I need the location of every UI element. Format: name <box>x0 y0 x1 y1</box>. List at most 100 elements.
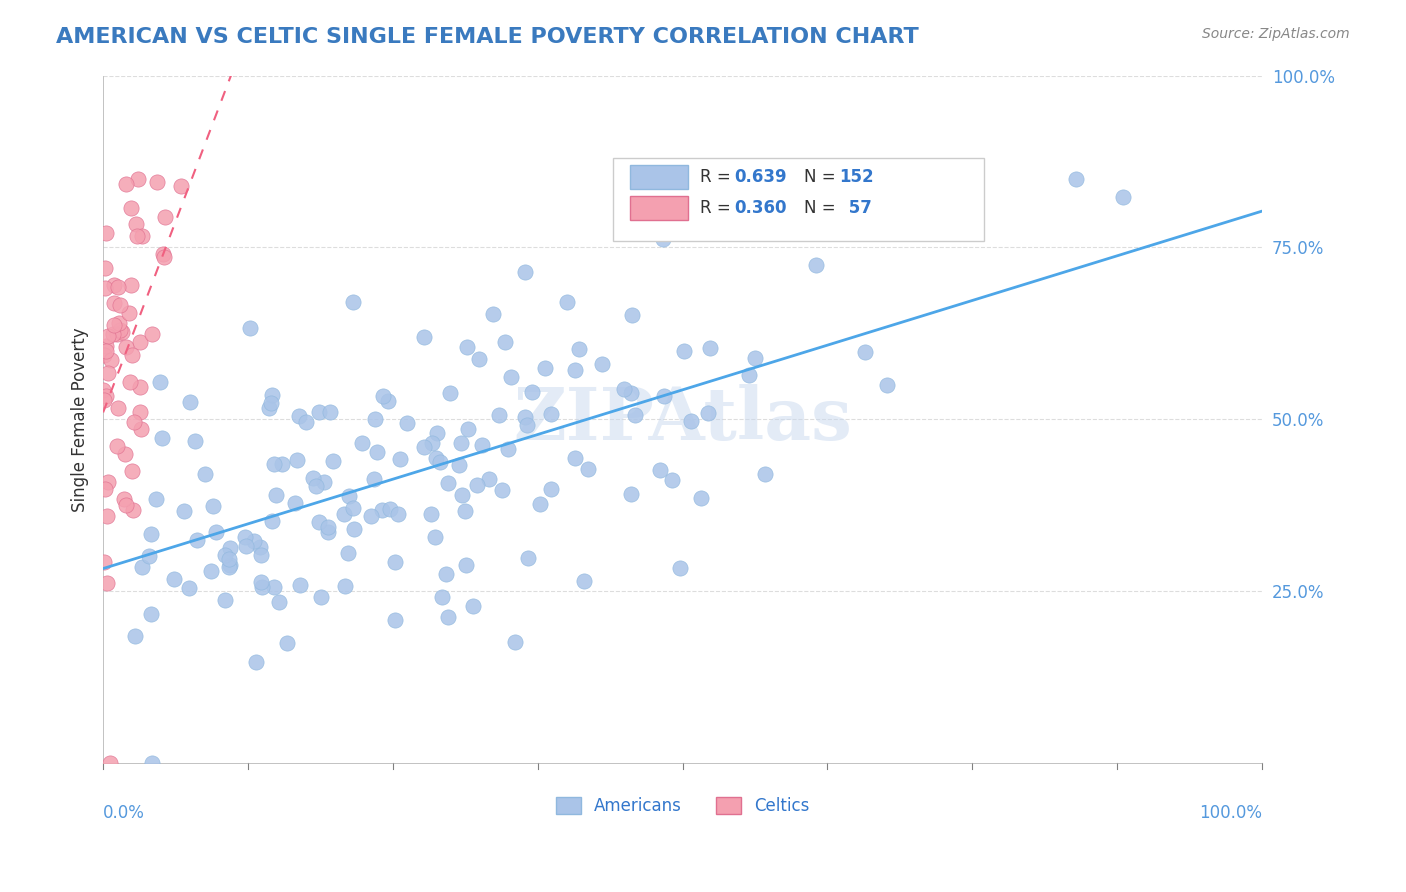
Americans <box>141 607 163 622</box>
Americans <box>249 548 271 562</box>
Celtics <box>107 401 129 415</box>
Americans <box>179 581 201 595</box>
Americans <box>371 503 394 517</box>
Americans <box>184 434 207 448</box>
Americans <box>378 502 401 516</box>
Celtics <box>121 464 143 478</box>
Americans <box>576 461 599 475</box>
Americans <box>204 524 226 539</box>
Celtics <box>114 340 136 354</box>
Americans <box>243 534 266 549</box>
Celtics <box>125 228 148 243</box>
Americans <box>425 450 447 465</box>
Americans <box>516 418 538 433</box>
Americans <box>652 232 675 246</box>
Americans <box>388 452 411 467</box>
Americans <box>363 472 385 486</box>
Americans <box>285 453 308 467</box>
Americans <box>218 560 240 574</box>
Americans <box>276 636 298 650</box>
Americans <box>1064 171 1087 186</box>
Americans <box>436 566 458 581</box>
Americans <box>669 561 692 575</box>
FancyBboxPatch shape <box>630 165 689 189</box>
Americans <box>377 393 399 408</box>
Americans <box>423 531 446 545</box>
Americans <box>661 473 683 487</box>
Celtics <box>131 421 153 435</box>
Text: Source: ZipAtlas.com: Source: ZipAtlas.com <box>1202 27 1350 41</box>
Americans <box>534 361 557 376</box>
Celtics <box>152 250 174 264</box>
Celtics <box>122 502 145 516</box>
Americans <box>564 451 586 466</box>
Celtics <box>114 447 136 461</box>
Celtics <box>93 383 115 397</box>
Americans <box>384 613 406 627</box>
Americans <box>311 590 333 604</box>
Americans <box>319 404 342 418</box>
Celtics <box>141 326 163 341</box>
Celtics <box>98 756 121 771</box>
Americans <box>322 454 344 468</box>
Americans <box>308 405 330 419</box>
Americans <box>439 386 461 401</box>
Celtics <box>125 217 148 231</box>
Americans <box>454 504 477 518</box>
Americans <box>876 378 898 392</box>
Celtics <box>120 277 142 292</box>
Americans <box>294 416 316 430</box>
Americans <box>264 488 287 502</box>
Celtics <box>128 335 150 350</box>
Americans <box>316 524 339 539</box>
Americans <box>308 515 330 529</box>
Americans <box>429 455 451 469</box>
Text: 152: 152 <box>839 168 873 186</box>
Americans <box>200 565 222 579</box>
Celtics <box>152 246 174 260</box>
Text: 57: 57 <box>842 199 872 217</box>
Text: R =: R = <box>700 199 735 217</box>
Americans <box>491 483 513 497</box>
Americans <box>482 307 505 321</box>
FancyBboxPatch shape <box>630 196 689 220</box>
Text: 0.360: 0.360 <box>735 199 787 217</box>
Americans <box>342 501 364 516</box>
Americans <box>568 343 591 357</box>
Americans <box>713 214 735 228</box>
Legend: Americans, Celtics: Americans, Celtics <box>547 789 817 823</box>
Celtics <box>115 498 138 512</box>
Americans <box>456 558 478 573</box>
Americans <box>124 629 146 643</box>
Celtics <box>105 439 128 453</box>
Americans <box>471 438 494 452</box>
Celtics <box>129 380 152 394</box>
Celtics <box>120 376 142 390</box>
Celtics <box>170 179 193 194</box>
Americans <box>420 507 443 521</box>
Americans <box>335 579 357 593</box>
Americans <box>468 352 491 367</box>
Celtics <box>100 353 122 368</box>
Americans <box>613 382 636 396</box>
Americans <box>412 440 434 454</box>
Celtics <box>96 509 118 524</box>
Americans <box>696 406 718 420</box>
Americans <box>250 575 273 590</box>
Celtics <box>93 393 115 408</box>
Americans <box>437 610 460 624</box>
Americans <box>465 477 488 491</box>
Celtics <box>93 260 115 275</box>
Celtics <box>94 344 117 359</box>
Text: N =: N = <box>804 199 837 217</box>
Americans <box>252 580 274 594</box>
Celtics <box>97 366 120 380</box>
Celtics <box>93 347 115 361</box>
Celtics <box>94 281 117 295</box>
Celtics <box>94 339 117 353</box>
Celtics <box>107 316 129 330</box>
Americans <box>131 559 153 574</box>
Americans <box>141 756 163 771</box>
Americans <box>260 514 283 528</box>
FancyBboxPatch shape <box>613 158 984 241</box>
